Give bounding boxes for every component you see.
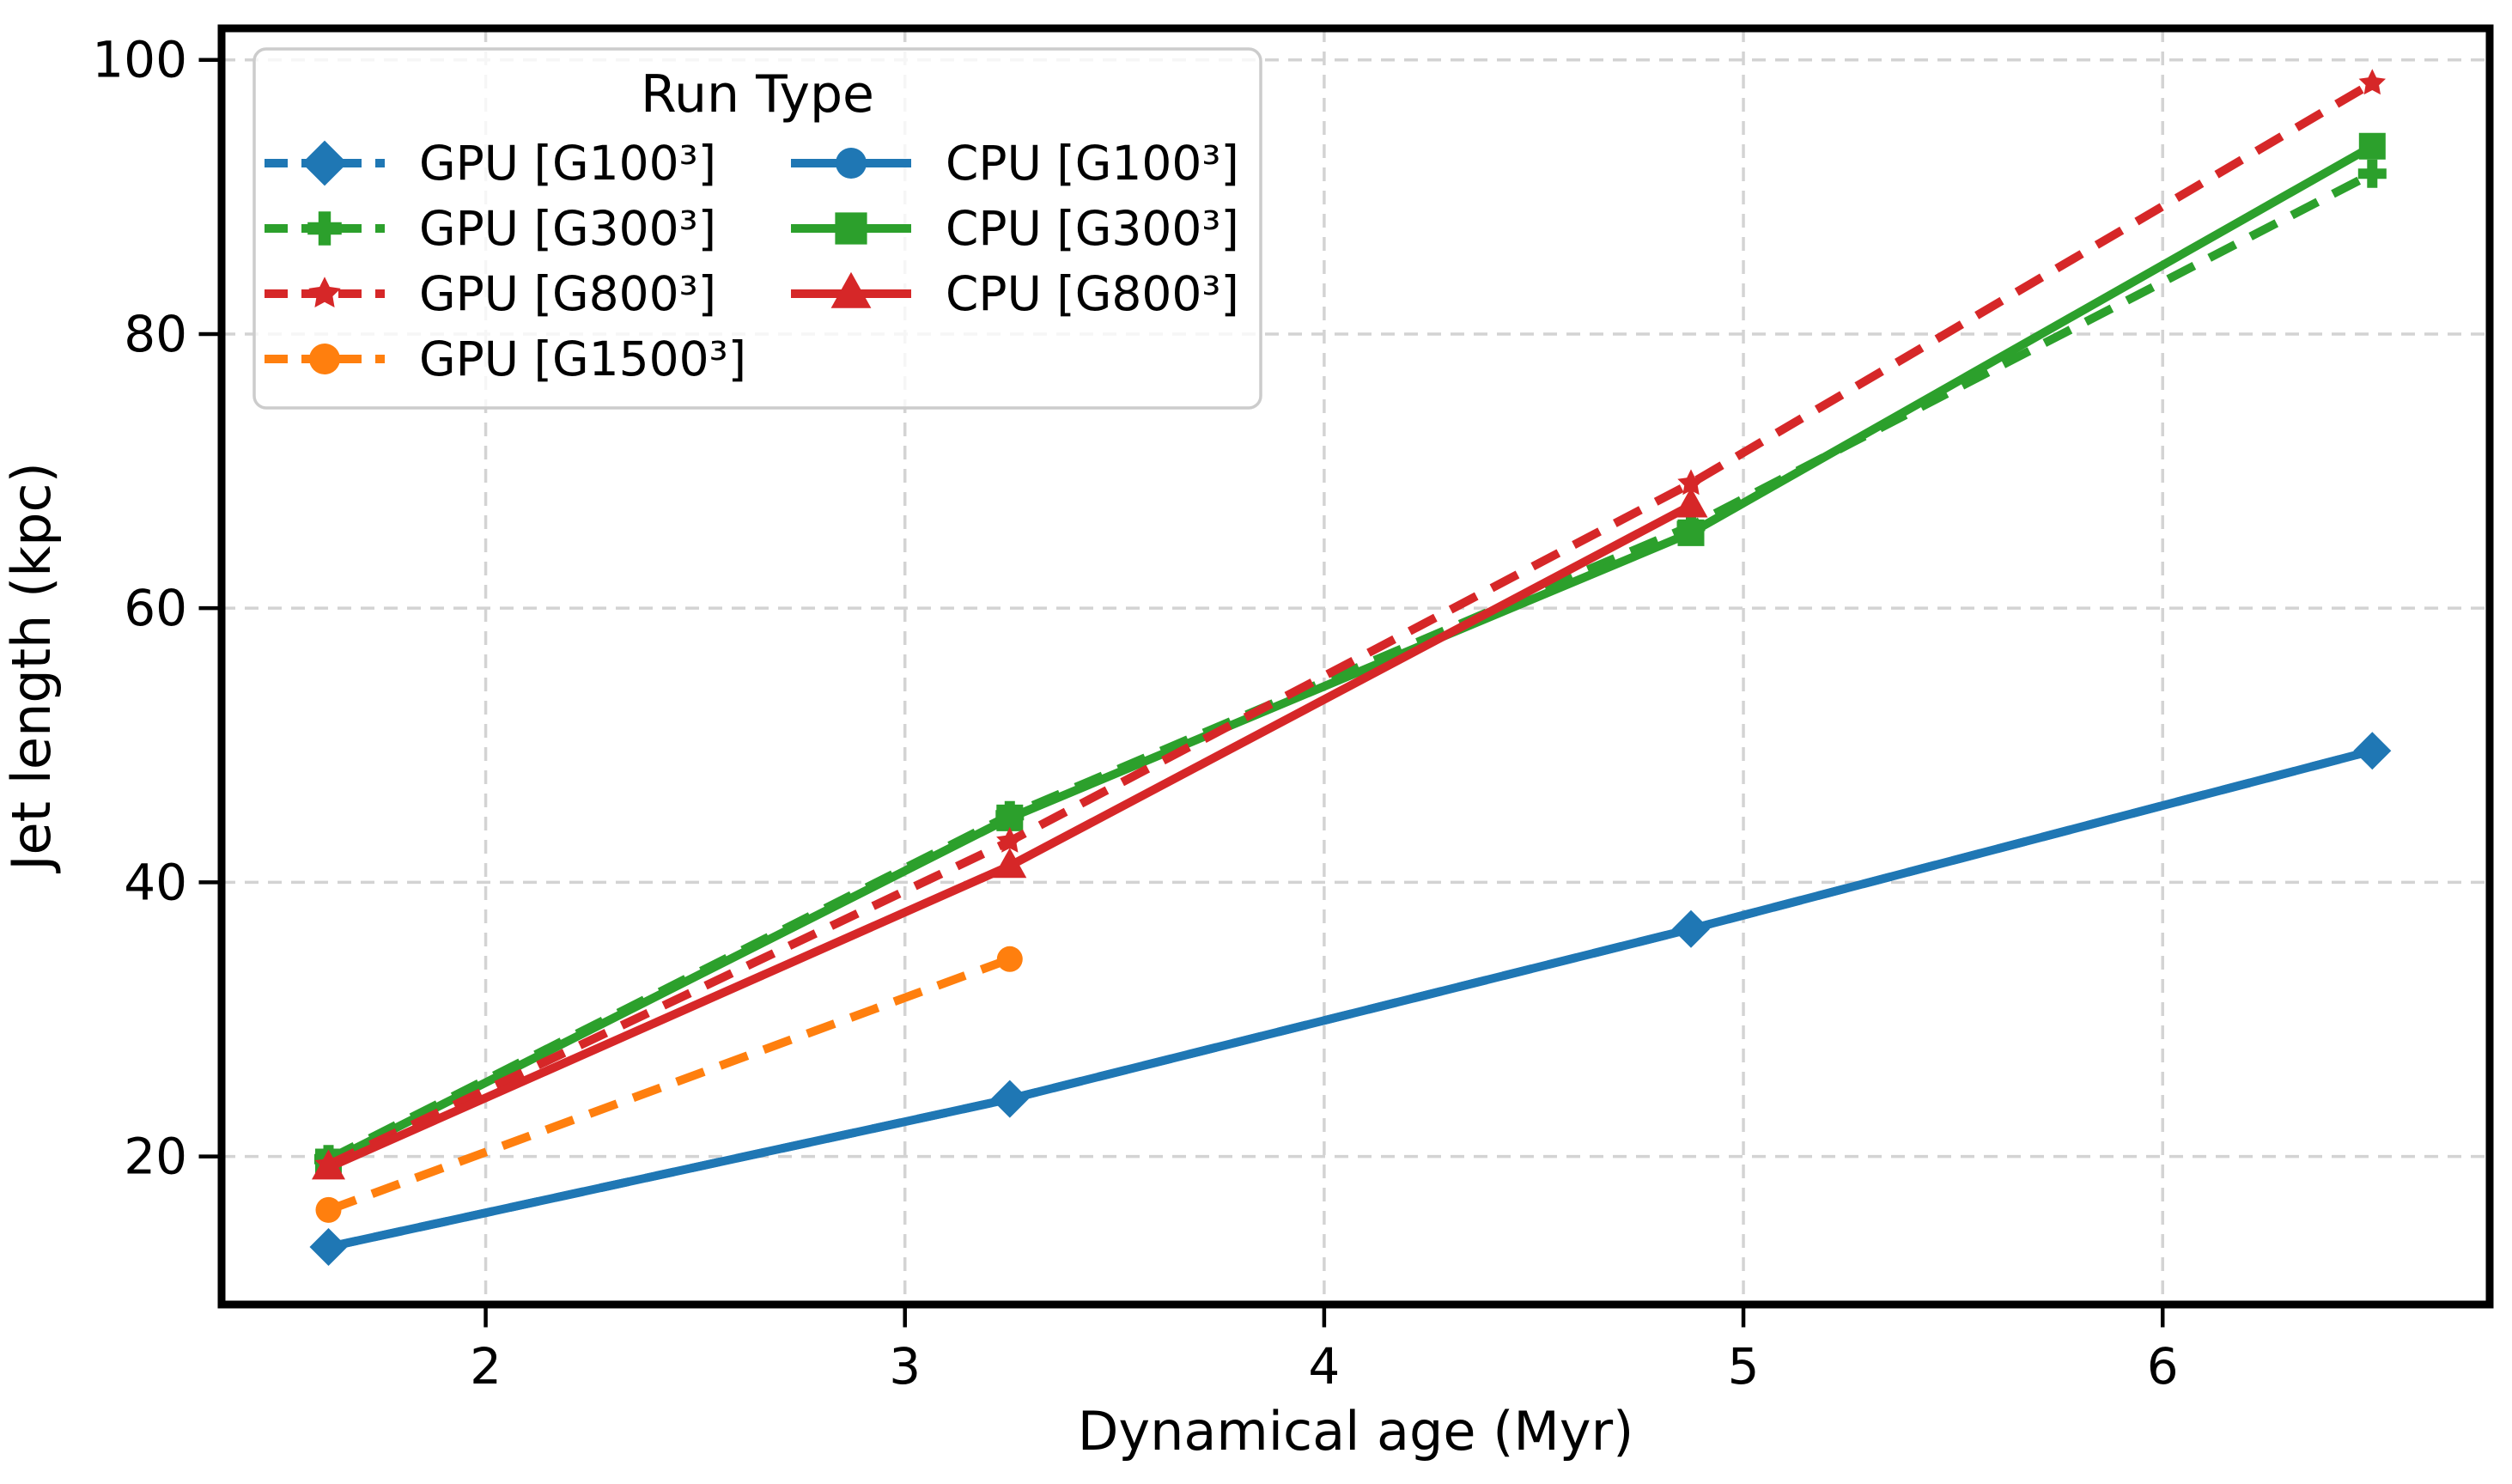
- y-tick-label-80: 80: [124, 305, 187, 363]
- legend-label-gpu-g1500: GPU [G1500³]: [419, 331, 746, 386]
- legend-label-gpu-g300: GPU [G300³]: [419, 201, 716, 256]
- x-tick-label-3: 3: [889, 1337, 921, 1396]
- legend-marker-gpu-g800: [308, 277, 341, 307]
- series-gpu-g1500: [315, 946, 1023, 1223]
- plot-frame: [217, 24, 2494, 1309]
- x-tick-label-2: 2: [470, 1337, 502, 1396]
- marker-gpu-g1500: [315, 1196, 342, 1223]
- series-gpu-g800: [314, 69, 2386, 1177]
- marker-cpu-g300: [1677, 519, 1705, 546]
- marker-gpu-g1500: [996, 946, 1023, 972]
- marker-cpu-g800: [312, 1149, 345, 1180]
- marker-cpu-g300: [2358, 132, 2386, 160]
- marker-gpu-g800: [1677, 469, 1705, 496]
- marker-gpu-g800: [2358, 69, 2386, 95]
- legend-item-gpu-g1500: GPU [G1500³]: [265, 331, 746, 386]
- legend-marker-gpu-g300: [307, 211, 342, 246]
- series-cpu-g800: [312, 487, 1708, 1180]
- y-axis-label: Jet length (kpc): [0, 462, 63, 874]
- legend-label-cpu-g100: CPU [G100³]: [946, 136, 1239, 191]
- marker-gpu-g300: [2357, 159, 2387, 188]
- legend-label-gpu-g100: GPU [G100³]: [419, 136, 716, 191]
- x-tick-label-6: 6: [2147, 1337, 2179, 1396]
- series-cpu-g100: [315, 738, 2386, 1260]
- marker-cpu-g800: [1674, 487, 1708, 518]
- legend-marker-cpu-g300: [835, 212, 867, 245]
- legend-marker-cpu-g100: [836, 148, 867, 179]
- legend-item-gpu-g300: GPU [G300³]: [265, 201, 716, 256]
- legend-label-cpu-g300: CPU [G300³]: [946, 201, 1239, 256]
- y-tick-label-40: 40: [124, 853, 187, 911]
- series-line-gpu-g1500: [326, 955, 1012, 1214]
- legend-marker-gpu-g1500: [309, 344, 340, 374]
- legend: Run Type GPU [G100³] GPU [G300³] GPU [G800³…: [252, 47, 1262, 410]
- y-tick-label-100: 100: [92, 31, 187, 89]
- y-tick-label-60: 60: [124, 579, 187, 637]
- legend-item-cpu-g300: CPU [G300³]: [791, 201, 1239, 256]
- legend-item-cpu-g800: CPU [G800³]: [791, 266, 1239, 321]
- marker-cpu-g300: [996, 804, 1024, 831]
- series-line-cpu-g300: [326, 142, 2375, 1166]
- marker-gpu-g800: [996, 827, 1024, 853]
- series-line-gpu-g800: [326, 79, 2375, 1169]
- marker-cpu-g800: [993, 848, 1027, 879]
- legend-marker-cpu-g800: [830, 271, 872, 308]
- legend-title: Run Type: [641, 64, 874, 125]
- x-tick-label-4: 4: [1308, 1337, 1340, 1396]
- x-axis-label: Dynamical age (Myr): [1078, 1400, 1634, 1463]
- marker-cpu-g100: [996, 1086, 1023, 1112]
- legend-item-cpu-g100: CPU [G100³]: [791, 136, 1239, 191]
- marker-cpu-g100: [1678, 915, 1704, 942]
- series-line-cpu-g100: [327, 746, 2374, 1251]
- axis-ticks: [198, 58, 2165, 1328]
- x-tick-label-5: 5: [1728, 1337, 1760, 1396]
- legend-label-gpu-g800: GPU [G800³]: [419, 266, 716, 321]
- y-tick-label-20: 20: [124, 1128, 187, 1186]
- marker-cpu-g100: [315, 1234, 342, 1260]
- legend-label-cpu-g800: CPU [G800³]: [946, 266, 1239, 321]
- legend-item-gpu-g800: GPU [G800³]: [265, 266, 716, 321]
- legend-box: [252, 47, 1262, 410]
- marker-cpu-g100: [2359, 738, 2386, 764]
